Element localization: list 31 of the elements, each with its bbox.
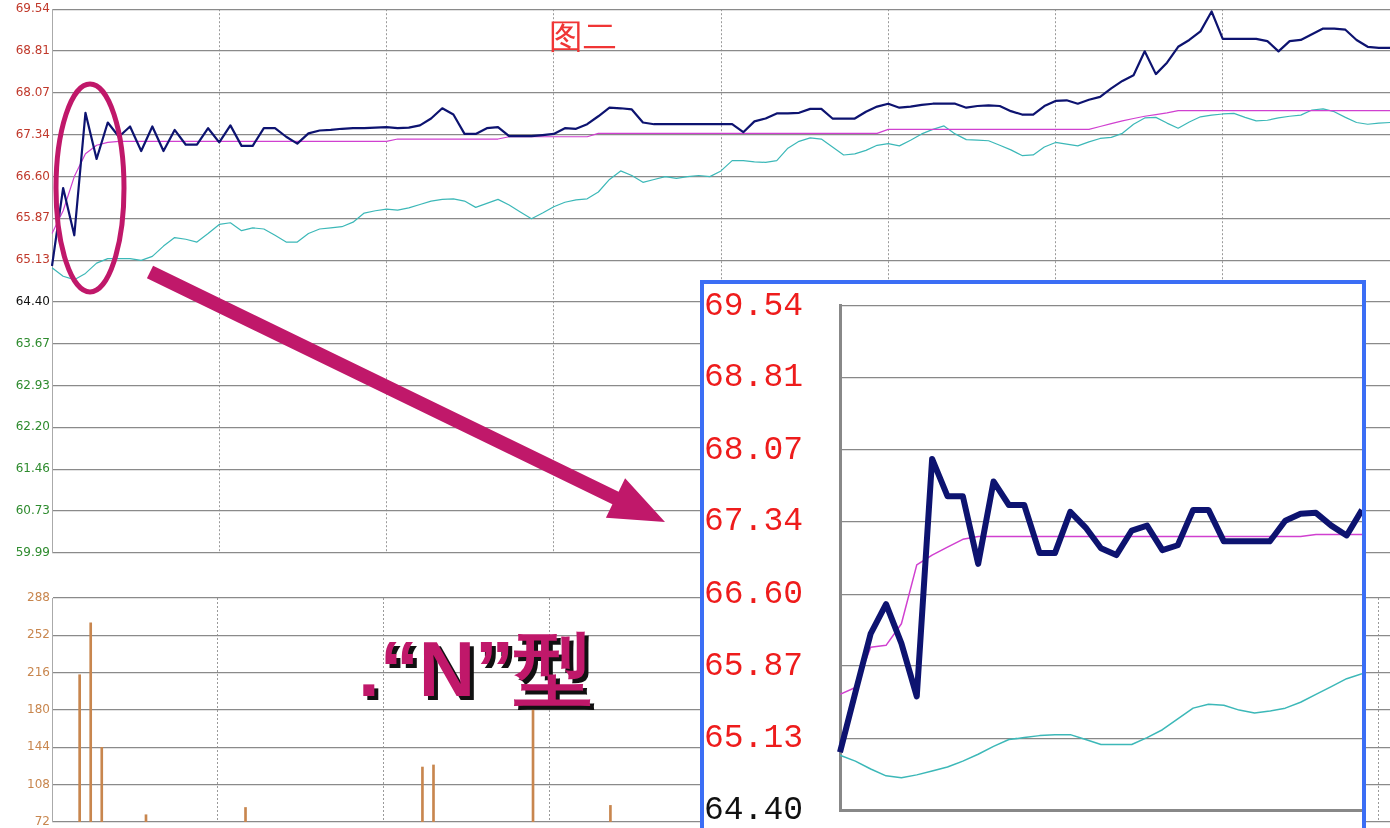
y-tick-label: 68.81 <box>15 42 50 57</box>
y-tick-label: 288 <box>27 590 50 605</box>
y-tick-label: 64.40 <box>704 791 804 828</box>
y-tick-label: 68.07 <box>15 85 50 100</box>
y-tick-label: 216 <box>27 664 50 679</box>
y-tick-label: 63.67 <box>15 335 50 350</box>
y-tick-label: 68.07 <box>704 431 804 469</box>
y-tick-label: 72 <box>34 814 50 828</box>
y-tick-label: 65.13 <box>15 252 50 267</box>
y-tick-label: 66.60 <box>704 576 804 614</box>
y-tick-label: 59.99 <box>15 545 50 560</box>
y-tick-label: 62.93 <box>15 377 50 392</box>
annotation: 图二 <box>549 15 617 58</box>
y-tick-label: 61.46 <box>15 461 50 476</box>
y-tick-label: 65.87 <box>15 210 50 225</box>
y-tick-label: 69.54 <box>15 1 50 16</box>
y-tick-label: 252 <box>27 627 50 642</box>
y-tick-label: 65.13 <box>704 720 804 758</box>
y-tick-label: 60.73 <box>15 502 50 517</box>
y-tick-label: 62.20 <box>15 419 50 434</box>
y-tick-label: 144 <box>27 739 50 754</box>
annotation: .“N”型 <box>358 624 592 715</box>
y-tick-label: 108 <box>27 776 50 791</box>
y-tick-label: 65.87 <box>704 647 804 685</box>
y-tick-label: 180 <box>27 702 50 717</box>
y-tick-label: 66.60 <box>15 168 50 183</box>
y-tick-label: 68.81 <box>704 359 804 397</box>
y-tick-label: 67.34 <box>704 503 804 541</box>
y-tick-label: 64.40 <box>15 294 50 309</box>
y-tick-label: 67.34 <box>15 126 50 141</box>
y-tick-label: 69.54 <box>704 287 804 325</box>
